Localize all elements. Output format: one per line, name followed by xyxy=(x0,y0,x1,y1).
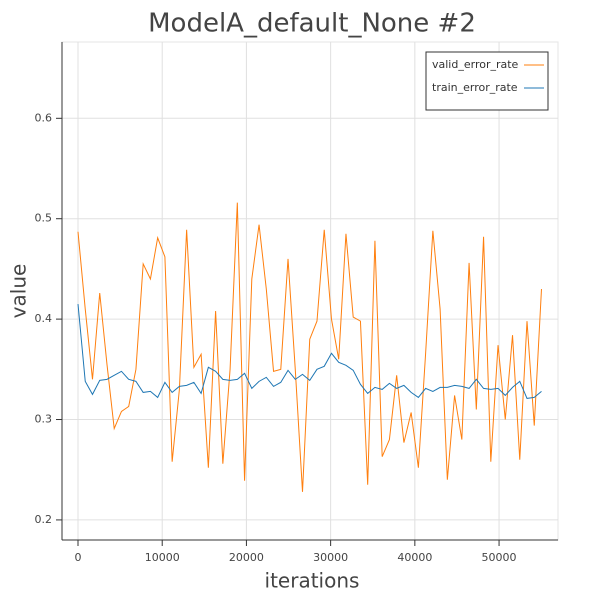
legend-box xyxy=(425,51,549,111)
x-tick-label: 20000 xyxy=(229,551,264,564)
x-tick-label: 50000 xyxy=(482,551,517,564)
x-tick-label: 40000 xyxy=(397,551,432,564)
legend-label: valid_error_rate xyxy=(432,58,519,71)
chart-title: ModelA_default_None #2 xyxy=(148,9,476,39)
x-tick-label: 0 xyxy=(75,551,82,564)
y-tick-label: 0.6 xyxy=(35,111,53,124)
x-tick-label: 10000 xyxy=(145,551,180,564)
y-tick-label: 0.3 xyxy=(35,413,53,426)
y-tick-label: 0.2 xyxy=(35,513,53,526)
legend-label: train_error_rate xyxy=(432,81,518,94)
series-line xyxy=(77,202,542,492)
plot-area xyxy=(61,41,559,541)
y-axis-label: value xyxy=(7,264,31,319)
y-tick-label: 0.4 xyxy=(35,312,53,325)
series-line xyxy=(77,304,542,399)
x-axis-label: iterations xyxy=(265,569,360,593)
x-tick-label: 30000 xyxy=(313,551,348,564)
y-tick-label: 0.5 xyxy=(35,212,53,225)
